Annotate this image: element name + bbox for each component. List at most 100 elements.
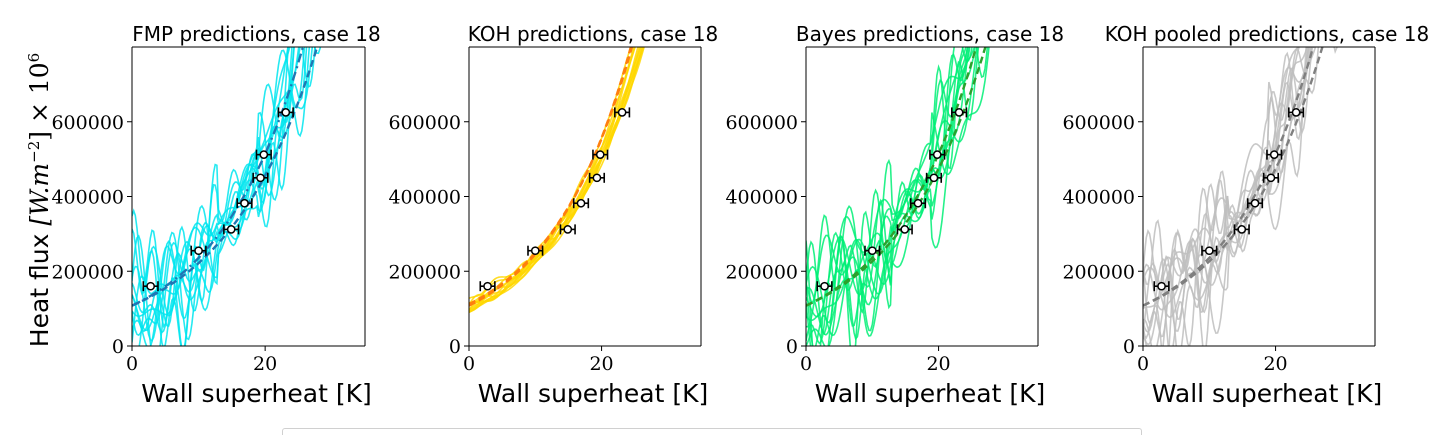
prediction-sample-line bbox=[469, 47, 641, 311]
mean-prediction-line bbox=[806, 47, 978, 307]
observation-marker bbox=[1237, 225, 1247, 234]
observation-point bbox=[896, 224, 913, 235]
mean-prediction-line bbox=[469, 47, 633, 307]
observation-point bbox=[1246, 198, 1264, 209]
y-axis-label-exp2: 6 bbox=[25, 53, 43, 63]
prediction-sample-line bbox=[806, 47, 990, 346]
y-tick-label: 400000 bbox=[51, 187, 124, 209]
observation-marker bbox=[1266, 173, 1276, 183]
observation-point bbox=[527, 245, 544, 256]
x-axis-label: Wall superheat [K] bbox=[478, 379, 708, 408]
observation-point bbox=[816, 281, 833, 292]
observation-point bbox=[909, 198, 927, 209]
observation-marker bbox=[913, 198, 923, 208]
observation-marker bbox=[900, 225, 910, 234]
x-tick-label: 20 bbox=[926, 353, 950, 375]
prediction-sample-line bbox=[132, 47, 311, 343]
observation-marker bbox=[867, 246, 877, 256]
prediction-sample-line bbox=[1143, 47, 1312, 332]
prediction-sample-line bbox=[132, 47, 316, 346]
observation-point bbox=[190, 245, 207, 256]
y-tick-label: 0 bbox=[449, 336, 461, 358]
observation-marker bbox=[240, 198, 249, 208]
mean-prediction-line bbox=[469, 47, 634, 306]
observation-point bbox=[142, 281, 159, 292]
prediction-sample-line bbox=[1143, 47, 1308, 334]
x-axis-label: Wall superheat [K] bbox=[815, 379, 1045, 408]
prediction-sample-line bbox=[1143, 47, 1309, 346]
x-tick-label: 20 bbox=[589, 353, 613, 375]
observation-point bbox=[1262, 172, 1280, 183]
observation-marker bbox=[954, 108, 964, 117]
observation-marker bbox=[259, 150, 269, 159]
observation-point bbox=[925, 172, 943, 183]
observation-point bbox=[252, 172, 269, 183]
y-axis-label-exp1: −2 bbox=[25, 141, 43, 163]
y-tick-label: 0 bbox=[112, 336, 124, 358]
x-tick-label: 0 bbox=[800, 353, 812, 375]
prediction-sample-line bbox=[132, 47, 308, 346]
observation-point bbox=[1288, 107, 1305, 118]
prediction-sample-line bbox=[806, 47, 976, 336]
prediction-sample-line bbox=[132, 47, 295, 346]
x-axis-label: Wall superheat [K] bbox=[1152, 379, 1382, 408]
prediction-sample-line bbox=[806, 47, 971, 318]
y-tick-label: 0 bbox=[1123, 336, 1135, 358]
observation-point bbox=[951, 107, 968, 118]
observation-point bbox=[255, 149, 272, 160]
prediction-sample-line bbox=[132, 47, 295, 346]
observation-point bbox=[1233, 224, 1250, 235]
y-axis-label-close: ] × 10 bbox=[25, 62, 54, 140]
observation-marker bbox=[194, 246, 203, 256]
observation-point bbox=[864, 245, 881, 256]
panel-title: KOH predictions, case 18 bbox=[468, 22, 718, 46]
panel-2: 0 200000 400000 600000 0 20 KOH predictions, c… bbox=[388, 22, 718, 408]
x-tick-label: 0 bbox=[126, 353, 138, 375]
panel-1: 0 200000 400000 600000 0 20 FMP predictions, c… bbox=[51, 22, 380, 408]
observation-point bbox=[559, 224, 576, 235]
y-tick-label: 600000 bbox=[51, 112, 124, 134]
plot-area bbox=[806, 47, 990, 346]
panel-title: FMP predictions, case 18 bbox=[132, 22, 380, 46]
observation-marker bbox=[576, 198, 586, 208]
prediction-sample-line bbox=[132, 47, 322, 341]
x-tick-label: 0 bbox=[463, 353, 475, 375]
y-tick-label: 200000 bbox=[1062, 261, 1135, 283]
prediction-sample-line bbox=[1143, 47, 1313, 314]
observation-marker bbox=[592, 173, 602, 183]
observation-marker bbox=[595, 150, 605, 159]
observation-point bbox=[1266, 149, 1283, 160]
observation-point bbox=[929, 149, 946, 160]
y-tick-label: 200000 bbox=[388, 261, 461, 283]
prediction-sample-line bbox=[132, 47, 314, 334]
observation-point bbox=[614, 107, 631, 118]
observation-marker bbox=[617, 108, 627, 117]
y-tick-label: 400000 bbox=[388, 187, 461, 209]
observation-marker bbox=[820, 281, 829, 291]
y-tick-label: 200000 bbox=[51, 261, 124, 283]
y-tick-label: 0 bbox=[786, 336, 798, 358]
observation-marker bbox=[256, 173, 265, 183]
panel-3: 0 200000 400000 600000 0 20 Bayes predictions,… bbox=[725, 22, 1064, 408]
y-tick-label: 600000 bbox=[388, 112, 461, 134]
prediction-sample-line bbox=[1143, 47, 1310, 346]
x-tick-label: 20 bbox=[253, 353, 277, 375]
y-axis-label: Heat flux [W.m−2] × 106 bbox=[25, 53, 54, 347]
prediction-sample-line bbox=[469, 47, 637, 310]
prediction-sample-line bbox=[806, 47, 977, 346]
plot-area bbox=[132, 47, 322, 346]
mean-prediction-line bbox=[132, 47, 305, 307]
observation-marker bbox=[1157, 281, 1166, 291]
observation-marker bbox=[929, 173, 939, 183]
observation-point bbox=[592, 149, 609, 160]
observation-point bbox=[236, 198, 253, 209]
plot-area bbox=[1143, 47, 1338, 346]
x-tick-label: 20 bbox=[1263, 353, 1287, 375]
prediction-sample-line bbox=[1143, 47, 1300, 319]
observation-point bbox=[479, 281, 496, 292]
x-axis-label: Wall superheat [K] bbox=[141, 379, 371, 408]
prediction-sample-line bbox=[132, 47, 293, 342]
y-tick-label: 600000 bbox=[725, 112, 798, 134]
observation-marker bbox=[1269, 150, 1279, 159]
